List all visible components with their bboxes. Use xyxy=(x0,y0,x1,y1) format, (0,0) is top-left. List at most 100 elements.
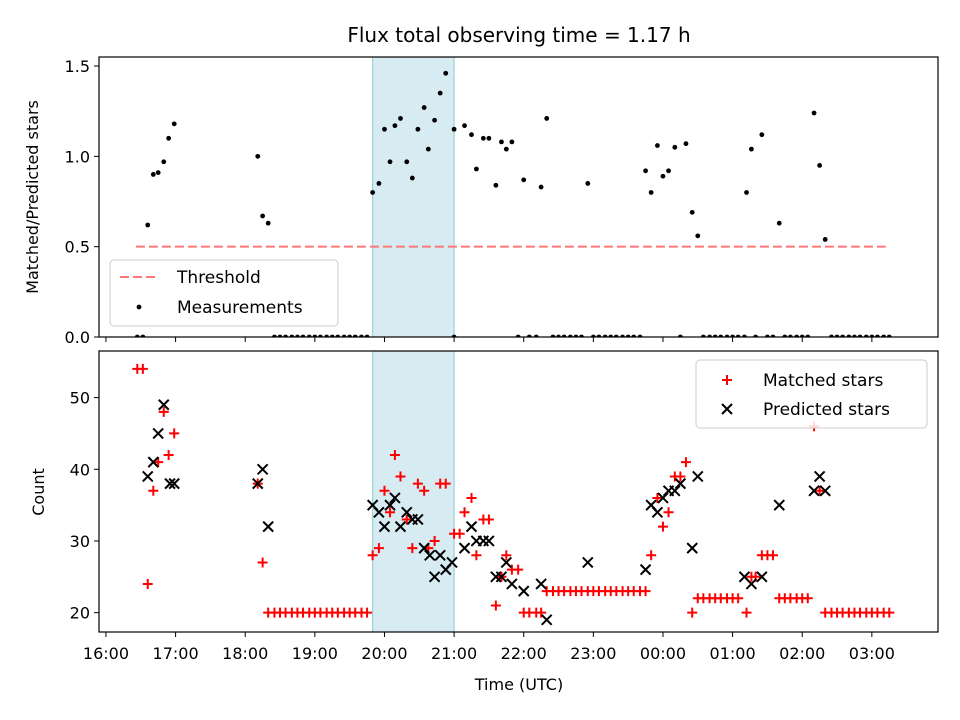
matched-stars-point xyxy=(687,607,698,618)
matched-stars-point xyxy=(680,457,691,468)
matched-stars-point xyxy=(163,449,174,460)
matched-stars-point xyxy=(733,593,744,604)
measurement-point xyxy=(150,172,156,177)
predicted-stars-point xyxy=(168,477,180,490)
matched-stars-point xyxy=(407,543,418,554)
measurement-point xyxy=(432,117,437,123)
predicted-stars-point xyxy=(458,542,471,554)
matched-stars-point xyxy=(663,507,674,518)
matched-stars-point xyxy=(814,485,825,496)
legend-predicted-swatch xyxy=(721,403,733,415)
measurement-point xyxy=(421,105,427,110)
predicted-stars-point xyxy=(465,520,478,533)
measurement-point xyxy=(666,168,671,174)
legend-threshold-label: Threshold xyxy=(176,268,261,288)
predicted-stars-point xyxy=(692,470,704,483)
top-chart-title: Flux total observing time = 1.17 h xyxy=(347,23,690,47)
predicted-stars-point xyxy=(394,520,407,533)
measurement-point xyxy=(689,209,695,215)
matched-stars-point xyxy=(373,543,384,554)
predicted-stars-point xyxy=(745,578,758,590)
predicted-stars-point xyxy=(446,556,458,569)
bottom-panel: 20 30 40 50 16:00 17:00 18:00 19:00 20:00 21:00 22… xyxy=(70,350,939,663)
matched-stars-point xyxy=(137,363,148,374)
matched-stars-point xyxy=(395,471,406,482)
matched-stars-point xyxy=(501,550,512,561)
matched-stars-point xyxy=(454,528,465,539)
measurement-point xyxy=(585,181,591,186)
measurement-point xyxy=(415,126,421,132)
bottom-y-tick-label: 20 xyxy=(70,604,90,623)
measurement-point xyxy=(166,135,172,141)
measurement-point xyxy=(486,135,492,141)
x-tick-label: 18:00 xyxy=(222,644,268,663)
predicted-stars-point xyxy=(582,556,594,569)
matched-stars-point xyxy=(389,449,400,460)
matched-stars-point xyxy=(471,550,482,561)
measurement-point xyxy=(655,143,660,148)
measurement-point xyxy=(409,175,415,181)
matched-stars-point xyxy=(362,607,373,618)
x-tick-label: 17:00 xyxy=(153,644,199,663)
matched-stars-point xyxy=(802,593,813,604)
legend-matched-label: Matched stars xyxy=(763,371,883,391)
measurement-point xyxy=(672,144,678,150)
predicted-stars-point xyxy=(819,485,831,497)
measurement-point xyxy=(538,184,544,190)
matched-stars-point xyxy=(142,578,153,589)
matched-stars-point xyxy=(466,492,477,503)
matched-stars-point xyxy=(429,535,440,546)
matched-stars-point xyxy=(419,485,430,496)
matched-stars-point xyxy=(640,586,651,597)
measurement-point xyxy=(437,90,443,96)
top-highlight-span xyxy=(372,56,455,338)
measurement-point xyxy=(145,222,151,228)
predicted-stars-point xyxy=(373,506,385,518)
measurement-point xyxy=(683,141,689,147)
predicted-stars-point xyxy=(152,427,164,440)
matched-stars-point xyxy=(652,492,663,503)
matched-stars-point xyxy=(483,514,494,525)
measurement-point xyxy=(469,132,474,138)
measurement-point xyxy=(811,110,817,116)
x-tick-label: 00:00 xyxy=(640,644,686,663)
matched-stars-point xyxy=(412,478,423,489)
measurement-point xyxy=(695,233,701,239)
bottom-axes-frame xyxy=(98,350,939,633)
measurement-point xyxy=(521,177,527,183)
predicted-stars-point xyxy=(256,463,269,475)
x-tick-label: 21:00 xyxy=(431,644,477,663)
measurement-point xyxy=(776,220,782,226)
bottom-y-tick-label: 30 xyxy=(70,532,90,551)
measurement-point xyxy=(473,166,479,172)
predicted-stars-point xyxy=(518,585,530,597)
bottom-y-tick-label: 40 xyxy=(70,460,90,479)
measurement-point xyxy=(425,146,431,152)
top-y-tick-label: 0.0 xyxy=(65,328,90,347)
measurement-point xyxy=(265,220,271,226)
matched-stars-point xyxy=(440,478,451,489)
predicted-stars-point xyxy=(434,549,446,562)
measurement-point xyxy=(462,123,467,129)
bottom-legend-box xyxy=(695,359,928,429)
measurement-point xyxy=(817,162,823,168)
measurement-point xyxy=(643,168,648,174)
matched-stars-point xyxy=(257,557,268,568)
measurement-point xyxy=(749,146,754,152)
matched-stars-point xyxy=(385,507,396,518)
predicted-stars-point xyxy=(506,578,518,590)
matched-stars-point xyxy=(646,550,657,561)
measurement-point xyxy=(544,116,550,121)
matched-stars-point xyxy=(536,607,547,618)
measurement-point xyxy=(503,146,509,152)
matched-stars-point xyxy=(367,550,378,561)
x-tick-label: 23:00 xyxy=(570,644,616,663)
measurement-point xyxy=(759,132,765,138)
predicted-stars-point xyxy=(401,506,413,518)
matched-stars-point xyxy=(158,406,169,417)
x-tick-label: 02:00 xyxy=(779,644,825,663)
measurement-point xyxy=(822,237,828,242)
predicted-stars-point xyxy=(808,485,820,497)
predicted-stars-point xyxy=(535,578,547,590)
predicted-stars-point xyxy=(424,549,436,562)
